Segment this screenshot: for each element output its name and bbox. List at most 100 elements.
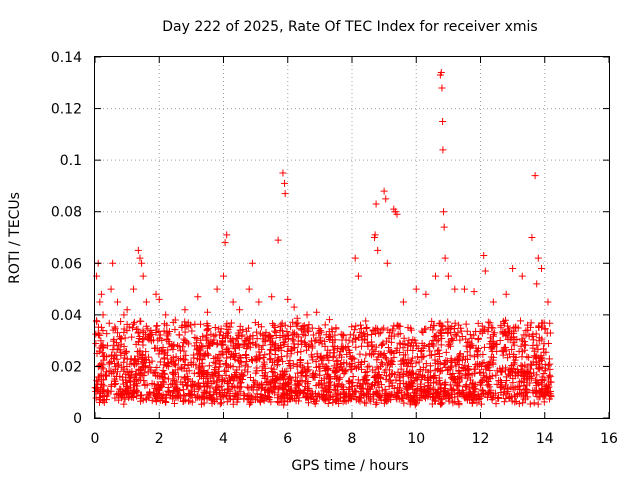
data-point bbox=[373, 363, 381, 371]
data-point bbox=[337, 391, 345, 399]
data-point bbox=[136, 254, 144, 262]
data-point bbox=[243, 383, 251, 391]
data-point bbox=[483, 362, 491, 370]
data-point bbox=[271, 377, 279, 385]
data-point bbox=[444, 272, 452, 280]
data-point bbox=[107, 285, 115, 293]
data-point bbox=[474, 319, 482, 327]
data-point bbox=[261, 336, 269, 344]
data-point bbox=[361, 357, 369, 365]
data-point bbox=[470, 288, 478, 296]
chart-title: Day 222 of 2025, Rate Of TEC Index for r… bbox=[162, 19, 537, 35]
data-point bbox=[170, 341, 178, 349]
data-point bbox=[334, 345, 342, 353]
data-point bbox=[361, 331, 369, 339]
data-point bbox=[120, 354, 128, 362]
data-point bbox=[330, 346, 338, 354]
data-point bbox=[286, 374, 294, 382]
data-point bbox=[412, 285, 420, 293]
data-point bbox=[538, 319, 546, 327]
data-point bbox=[137, 317, 145, 325]
data-point bbox=[497, 367, 505, 375]
data-point bbox=[245, 324, 253, 332]
data-point bbox=[466, 389, 474, 397]
data-point bbox=[267, 355, 275, 363]
data-point bbox=[408, 378, 416, 386]
data-point bbox=[412, 399, 420, 407]
data-point bbox=[130, 318, 138, 326]
data-point bbox=[526, 373, 534, 381]
data-point bbox=[489, 393, 497, 401]
data-point bbox=[547, 391, 555, 399]
data-point bbox=[430, 332, 438, 340]
data-point bbox=[511, 336, 519, 344]
data-point bbox=[375, 330, 383, 338]
data-point bbox=[235, 352, 243, 360]
data-point bbox=[460, 285, 468, 293]
data-point bbox=[439, 146, 447, 154]
data-point bbox=[130, 355, 138, 363]
data-point bbox=[194, 293, 202, 301]
data-point bbox=[183, 382, 191, 390]
data-point bbox=[337, 383, 345, 391]
data-point bbox=[216, 400, 224, 408]
data-point bbox=[162, 311, 170, 319]
data-point bbox=[503, 331, 511, 339]
data-point bbox=[491, 329, 499, 337]
data-point bbox=[234, 395, 242, 403]
data-point bbox=[208, 395, 216, 403]
data-point bbox=[458, 333, 466, 341]
data-point bbox=[541, 364, 549, 372]
data-point bbox=[396, 340, 404, 348]
data-point bbox=[390, 349, 398, 357]
data-point bbox=[229, 298, 237, 306]
data-point bbox=[290, 303, 298, 311]
data-point bbox=[526, 400, 534, 408]
data-point bbox=[364, 379, 372, 387]
data-point bbox=[449, 399, 457, 407]
data-point bbox=[253, 380, 261, 388]
data-point bbox=[468, 342, 476, 350]
data-point bbox=[387, 348, 395, 356]
grid-lines bbox=[95, 57, 609, 418]
data-point bbox=[284, 392, 292, 400]
data-point bbox=[531, 386, 539, 394]
data-point bbox=[172, 385, 180, 393]
data-point bbox=[210, 358, 218, 366]
data-point bbox=[109, 346, 117, 354]
data-point bbox=[191, 334, 199, 342]
data-point bbox=[351, 254, 359, 262]
data-point bbox=[124, 388, 132, 396]
data-point bbox=[224, 332, 232, 340]
data-point bbox=[116, 346, 124, 354]
data-point bbox=[98, 349, 106, 357]
data-point bbox=[452, 332, 460, 340]
data-point bbox=[257, 381, 265, 389]
data-point bbox=[349, 331, 357, 339]
data-point bbox=[265, 396, 273, 404]
data-point bbox=[502, 344, 510, 352]
data-point bbox=[378, 326, 386, 334]
data-point bbox=[99, 343, 107, 351]
data-point bbox=[315, 381, 323, 389]
data-point bbox=[462, 320, 470, 328]
data-point bbox=[313, 352, 321, 360]
data-point bbox=[392, 394, 400, 402]
data-point bbox=[438, 84, 446, 92]
data-point bbox=[492, 371, 500, 379]
data-point bbox=[130, 320, 138, 328]
data-point bbox=[156, 331, 164, 339]
y-axis: 0 0.02 0.04 0.06 0.08 0.1 0.12 0.14 bbox=[51, 50, 609, 427]
data-point bbox=[157, 392, 165, 400]
x-axis-title: GPS time / hours bbox=[291, 458, 408, 474]
data-point bbox=[486, 374, 494, 382]
data-point bbox=[332, 324, 340, 332]
data-point bbox=[341, 397, 349, 405]
data-point bbox=[263, 373, 271, 381]
data-point bbox=[101, 372, 109, 380]
data-point bbox=[288, 387, 296, 395]
data-point bbox=[283, 380, 291, 388]
data-point bbox=[492, 400, 500, 408]
data-point bbox=[221, 359, 229, 367]
data-point bbox=[540, 340, 548, 348]
